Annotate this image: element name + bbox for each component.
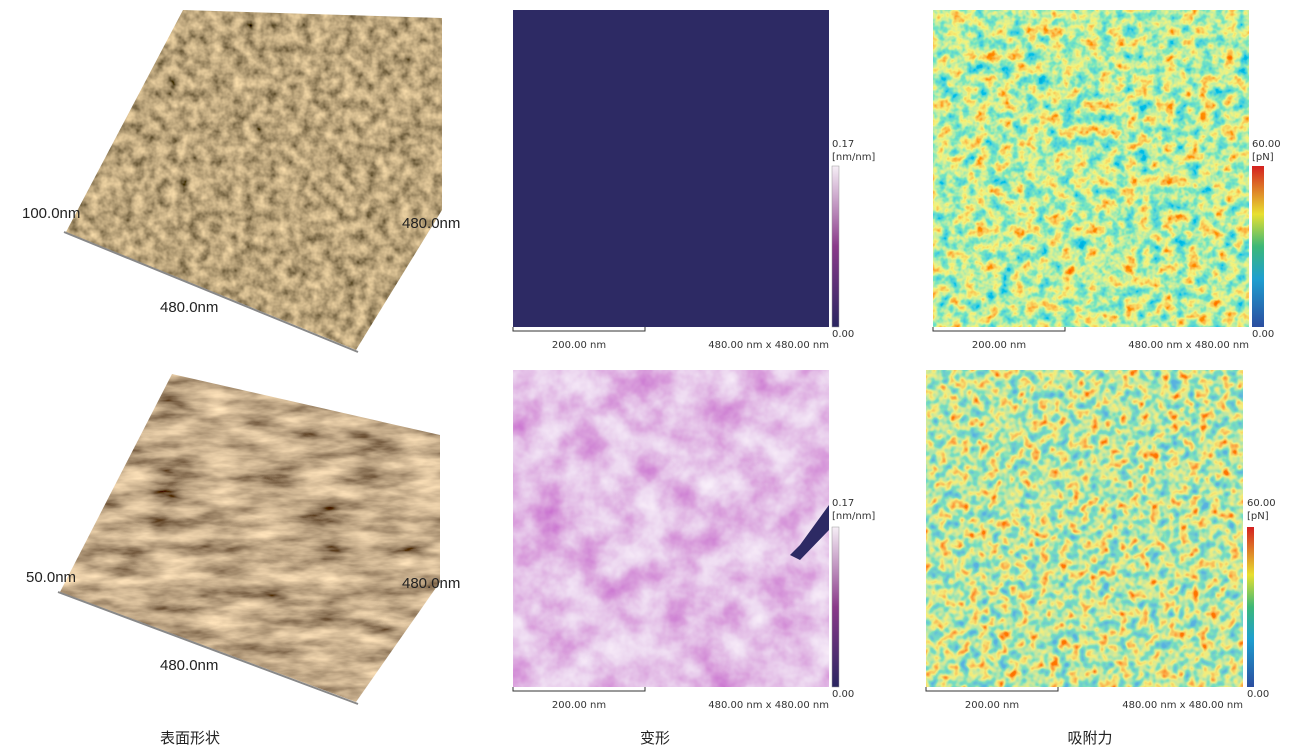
y-size-label: 480.0nm: [402, 575, 460, 592]
adhesion-map: 60.00 [pN] 0.00 200.00 nm 480.00 nm x 48…: [925, 370, 1276, 711]
map-image: [933, 10, 1249, 327]
x-size-label: 480.0nm: [160, 299, 218, 316]
colorbar-max: 0.17: [832, 498, 854, 509]
map-feature: [790, 505, 829, 560]
colorbar-max: 0.17: [832, 139, 854, 150]
scale-bar-label: 200.00 nm: [965, 700, 1019, 711]
colorbar-min: 0.00: [832, 329, 854, 340]
scale-bar-label: 200.00 nm: [972, 340, 1026, 351]
topography-3d: 100.0nm 480.0nm 480.0nm: [22, 10, 460, 353]
colorbar: [831, 526, 840, 688]
colorbar: [831, 165, 840, 328]
axis-edge: [63, 231, 359, 353]
colorbar-unit: [pN]: [1247, 511, 1269, 522]
colorbar: [1247, 527, 1254, 687]
scale-bar-label: 200.00 nm: [552, 700, 606, 711]
map-image: [926, 370, 1243, 687]
topography-surface: [66, 10, 442, 350]
colorbar-min: 0.00: [832, 689, 854, 700]
scale-bar: [512, 687, 646, 692]
scale-bar: [932, 327, 1066, 332]
y-size-label: 480.0nm: [402, 215, 460, 232]
scale-bar: [925, 687, 1059, 692]
colorbar-max: 60.00: [1247, 498, 1276, 509]
topography-surface: [60, 374, 440, 702]
colorbar-unit: [pN]: [1252, 152, 1274, 163]
image-size: 480.00 nm x 480.00 nm: [1122, 700, 1243, 711]
caption: 变形: [640, 729, 670, 747]
x-size-label: 480.0nm: [160, 657, 218, 674]
colorbar-unit: [nm/nm]: [832, 511, 875, 522]
image-size: 480.00 nm x 480.00 nm: [708, 340, 829, 351]
height-label: 50.0nm: [26, 569, 76, 586]
map-image: [513, 370, 829, 687]
scale-bar: [512, 327, 646, 332]
image-size: 480.00 nm x 480.00 nm: [708, 700, 829, 711]
colorbar-min: 0.00: [1252, 329, 1274, 340]
colorbar-min: 0.00: [1247, 689, 1269, 700]
image-size: 480.00 nm x 480.00 nm: [1128, 340, 1249, 351]
caption: 表面形状: [160, 729, 220, 747]
caption: 吸附力: [1067, 729, 1112, 747]
colorbar-max: 60.00: [1252, 139, 1281, 150]
deformation-map: 0.17 [nm/nm] 0.00 200.00 nm 480.00 nm x …: [512, 10, 875, 351]
colorbar-unit: [nm/nm]: [832, 152, 875, 163]
adhesion-map: 60.00 [pN] 0.00 200.00 nm 480.00 nm x 48…: [932, 10, 1281, 351]
axis-edge: [57, 591, 359, 705]
map-image: [513, 10, 829, 327]
scale-bar-label: 200.00 nm: [552, 340, 606, 351]
deformation-map: 0.17 [nm/nm] 0.00 200.00 nm 480.00 nm x …: [512, 370, 875, 711]
topography-3d: 50.0nm 480.0nm 480.0nm: [26, 374, 460, 705]
height-label: 100.0nm: [22, 205, 80, 222]
colorbar: [1252, 166, 1264, 327]
